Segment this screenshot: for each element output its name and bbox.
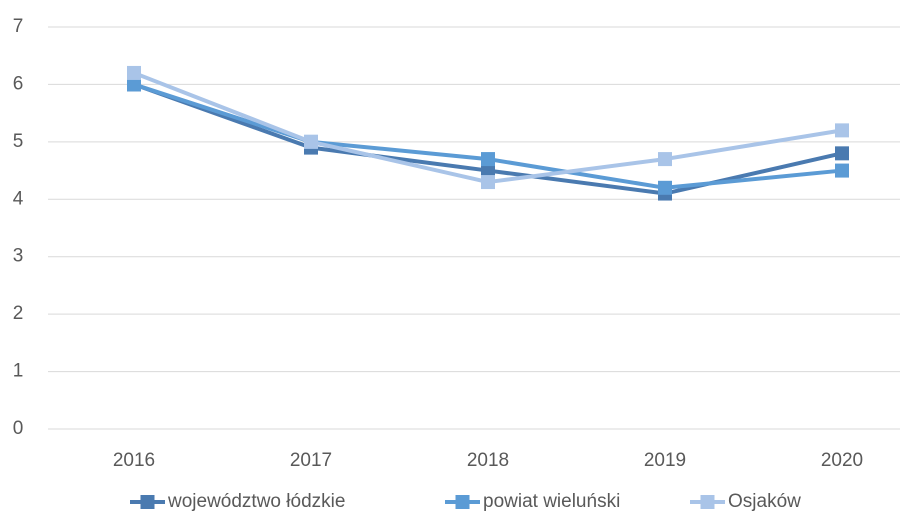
legend-marker xyxy=(140,495,155,509)
legend-marker xyxy=(700,495,715,509)
point-marker xyxy=(658,180,672,195)
y-tick-label: 1 xyxy=(13,361,24,382)
point-marker xyxy=(835,163,849,178)
y-tick-label: 2 xyxy=(13,303,24,324)
y-tick-label: 6 xyxy=(13,73,24,94)
point-marker xyxy=(127,65,141,80)
y-tick-label: 0 xyxy=(13,418,24,439)
y-tick-label: 7 xyxy=(13,16,24,37)
legend-label: województwo łódzkie xyxy=(167,491,345,512)
y-tick-label: 4 xyxy=(13,188,24,209)
point-marker xyxy=(658,152,672,167)
point-marker xyxy=(835,123,849,138)
y-tick-label: 3 xyxy=(13,246,24,267)
point-marker xyxy=(304,134,318,149)
legend-marker xyxy=(455,495,470,509)
x-tick-label: 2017 xyxy=(290,450,332,471)
y-tick-label: 5 xyxy=(13,131,24,152)
point-marker xyxy=(481,163,495,178)
point-marker xyxy=(835,146,849,161)
x-tick-label: 2018 xyxy=(467,450,509,471)
point-marker xyxy=(481,152,495,167)
legend-label: powiat wieluński xyxy=(483,491,620,512)
legend-label: Osjaków xyxy=(728,491,801,512)
x-tick-label: 2020 xyxy=(821,450,863,471)
x-tick-label: 2016 xyxy=(113,450,155,471)
point-marker xyxy=(481,175,495,190)
x-tick-label: 2019 xyxy=(644,450,686,471)
point-marker xyxy=(127,77,141,92)
